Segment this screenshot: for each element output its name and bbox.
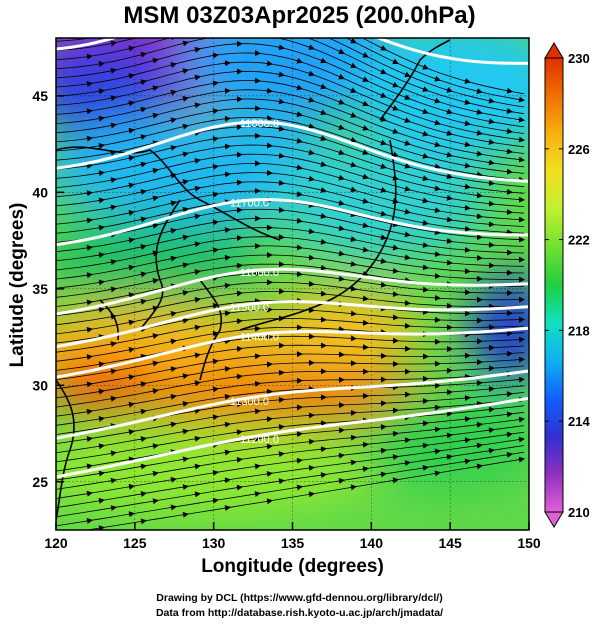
contour-label: 11800.0: [240, 118, 279, 130]
colorbar-tick-label: 226: [568, 142, 590, 157]
contour-label: 11300.0: [230, 396, 269, 408]
y-axis-label: Latitude (degrees): [7, 202, 28, 368]
x-axis-label: Longitude (degrees): [201, 556, 384, 577]
coastlines: [56, 39, 451, 521]
contour-label: 11500.0: [230, 302, 269, 314]
x-tick-label: 145: [438, 535, 462, 551]
y-tick-label: 30: [32, 377, 48, 393]
colorbar-tick-label: 218: [568, 323, 590, 338]
x-tick-label: 130: [202, 535, 226, 551]
wind-streamlines: [56, 38, 525, 530]
colorbar-tick-label: 222: [568, 233, 590, 248]
contour-label: 11700.0: [230, 198, 269, 210]
y-tick-label: 25: [32, 474, 48, 490]
x-tick-label: 125: [123, 535, 147, 551]
y-tick-label: 35: [32, 281, 48, 297]
x-tick-label: 140: [360, 535, 384, 551]
colorbar: 230 226 222 218 214 210: [544, 42, 590, 528]
credit-drawing: Drawing by DCL (https://www.gfd-dennou.o…: [156, 592, 443, 604]
colorbar-tick-label: 210: [568, 505, 590, 520]
contour-label: 11200.0: [240, 434, 279, 446]
colorbar-tick-label: 214: [568, 414, 590, 429]
contour-label: 11400.0: [240, 332, 279, 344]
colorbar-tick-label: 230: [568, 51, 590, 66]
temperature-field: 11900.0 11800.0 11700.0 11600.0 11500.0 11400…: [56, 0, 529, 530]
contour-label: 11900.0: [230, 0, 269, 9]
x-tick-label: 120: [44, 535, 68, 551]
x-tick-label: 135: [281, 535, 305, 551]
y-axis-ticks: 25 30 35 40 45: [32, 88, 64, 490]
y-tick-label: 45: [32, 88, 48, 104]
height-contours: 11900.0 11800.0 11700.0 11600.0 11500.0 11400…: [56, 0, 529, 479]
y-tick-label: 40: [32, 184, 48, 200]
credit-data-source: Data from http://database.rish.kyoto-u.a…: [155, 607, 444, 619]
x-axis-ticks: 120 125 130 135 140 145 150: [44, 522, 541, 551]
x-tick-label: 150: [517, 535, 541, 551]
map-title: MSM 03Z03Apr2025 (200.0hPa): [123, 2, 476, 29]
contour-label: 11600.0: [240, 267, 279, 279]
